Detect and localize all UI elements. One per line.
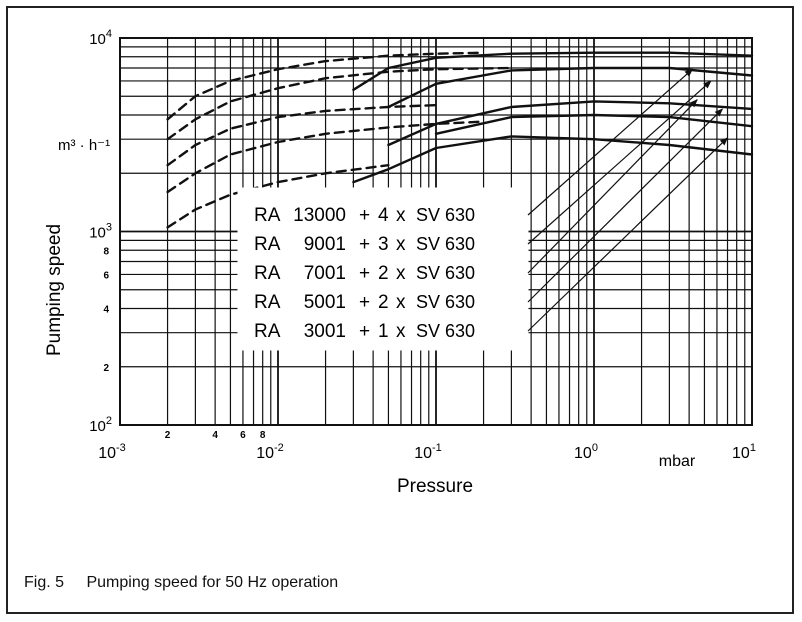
series-solid-line [387,100,754,147]
series-group [166,66,754,141]
legend-pump: RA [254,234,281,255]
legend-times: x [396,234,406,255]
legend-times: x [396,263,406,284]
legend-plus: + [359,263,370,284]
x-minor-tick-label: 2 [165,430,171,441]
series-group [166,51,754,121]
legend-count: 2 [378,292,389,313]
y-tick-label: 104 [89,28,112,48]
y-tick-exponent: 2 [106,415,112,427]
legend-row: RA 3001 +1 x SV 630 [254,321,475,342]
legend-model: 7001 [304,263,346,284]
y-axis-unit: m³ · h⁻¹ [58,137,110,154]
x-tick-exponent: -1 [432,442,442,454]
x-axis-title: Pressure [397,476,473,497]
legend-model: 13000 [293,205,346,226]
x-tick-label: 10-1 [414,442,442,462]
y-tick-exponent: 4 [106,28,112,40]
legend-booster: SV 630 [416,263,475,283]
series-dashed-line [166,103,438,167]
x-tick-base: 10 [574,445,592,462]
leader-arrow [527,68,694,216]
figure-frame [6,6,794,614]
legend-model: 3001 [304,321,346,342]
legend-booster: SV 630 [416,292,475,312]
y-tick-base: 10 [89,418,106,435]
figure-number: Fig. 5 [24,574,65,591]
series-solid-line [352,51,754,91]
legend-pump: RA [254,205,281,226]
legend-pump: RA [254,321,281,342]
series-dashed-line [166,120,485,194]
legend-pump: RA [254,292,281,313]
y-tick-base: 10 [89,225,106,242]
x-tick-label: 101 [732,442,756,462]
legend-times: x [396,292,406,313]
y-tick-base: 10 [89,31,106,48]
x-tick-base: 10 [414,445,432,462]
x-tick-exponent: -2 [274,442,284,454]
legend-row: RA 13000 +4 x SV 630 [254,205,475,226]
series-solid-line [352,135,754,184]
legend-plus: + [359,205,370,226]
legend-times: x [396,321,406,342]
legend-booster: SV 630 [416,205,475,225]
x-tick-exponent: 1 [750,442,756,454]
series-dashed-line [166,51,485,121]
series-group [166,100,754,167]
leader-arrow [527,99,698,274]
x-tick-exponent: -3 [116,442,126,454]
legend-count: 2 [378,263,389,284]
x-axis-unit: mbar [659,453,696,470]
x-tick-exponent: 0 [592,442,598,454]
leader-arrow [527,80,712,245]
series-solid-line [434,113,754,135]
x-minor-tick-label: 6 [240,430,246,441]
leader-arrow [527,137,729,332]
legend-row: RA 7001 +2 x SV 630 [254,263,475,284]
legend-plus: + [359,321,370,342]
figure-caption: Fig. 5 Pumping speed for 50 Hz operation [24,574,338,592]
x-tick-base: 10 [98,445,116,462]
legend-row: RA 5001 +2 x SV 630 [254,292,475,313]
y-tick-label: 102 [89,415,112,435]
legend-plus: + [359,292,370,313]
x-tick-label: 10-2 [256,442,284,462]
legend-booster: SV 630 [416,234,475,254]
x-minor-tick-label: 4 [212,430,218,441]
y-minor-tick-label: 4 [103,305,109,316]
leader-arrow [527,108,724,303]
legend-row: RA 9001 +3 x SV 630 [254,234,475,255]
x-tick-label: 100 [574,442,598,462]
y-minor-tick-label: 6 [103,270,109,281]
y-axis-title: Pumping speed [44,224,65,356]
y-tick-label: 103 [89,222,112,242]
legend-count: 3 [378,234,389,255]
figure-caption-text: Pumping speed for 50 Hz operation [86,574,339,591]
x-tick-base: 10 [732,445,750,462]
legend-model: 5001 [304,292,346,313]
series-solid-line [387,66,754,109]
legend-plus: + [359,234,370,255]
series-dashed-line [166,66,513,141]
y-minor-tick-label: 2 [103,363,109,374]
legend-booster: SV 630 [416,321,475,341]
plot-border [119,37,753,426]
legend-count: 1 [378,321,389,342]
x-tick-base: 10 [256,445,274,462]
legend-pump: RA [254,263,281,284]
legend-model: 9001 [304,234,346,255]
y-tick-exponent: 3 [106,222,112,234]
x-minor-tick-label: 8 [260,430,266,441]
legend-count: 4 [378,205,389,226]
y-minor-tick-label: 8 [103,246,109,257]
legend-times: x [396,205,406,226]
legend-box [237,187,529,351]
series-group [166,113,754,194]
x-tick-label: 10-3 [98,442,126,462]
